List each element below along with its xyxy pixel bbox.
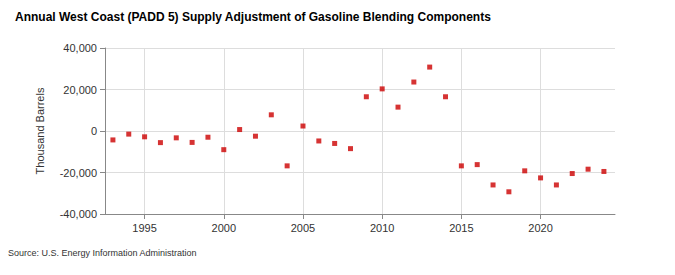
svg-text:0: 0 xyxy=(91,125,97,137)
svg-text:2015: 2015 xyxy=(449,222,473,234)
svg-text:20,000: 20,000 xyxy=(63,84,97,96)
svg-text:Thousand Barrels: Thousand Barrels xyxy=(34,87,46,174)
svg-text:Annual West Coast (PADD 5) Sup: Annual West Coast (PADD 5) Supply Adjust… xyxy=(15,10,491,24)
svg-text:Source: U.S. Energy Informatio: Source: U.S. Energy Information Administ… xyxy=(8,248,197,258)
svg-text:-20,000: -20,000 xyxy=(60,167,97,179)
svg-text:2010: 2010 xyxy=(370,222,394,234)
svg-text:-40,000: -40,000 xyxy=(60,208,97,220)
svg-text:40,000: 40,000 xyxy=(63,42,97,54)
svg-text:2020: 2020 xyxy=(528,222,552,234)
svg-text:1995: 1995 xyxy=(132,222,156,234)
svg-text:2005: 2005 xyxy=(291,222,315,234)
svg-text:2000: 2000 xyxy=(212,222,236,234)
